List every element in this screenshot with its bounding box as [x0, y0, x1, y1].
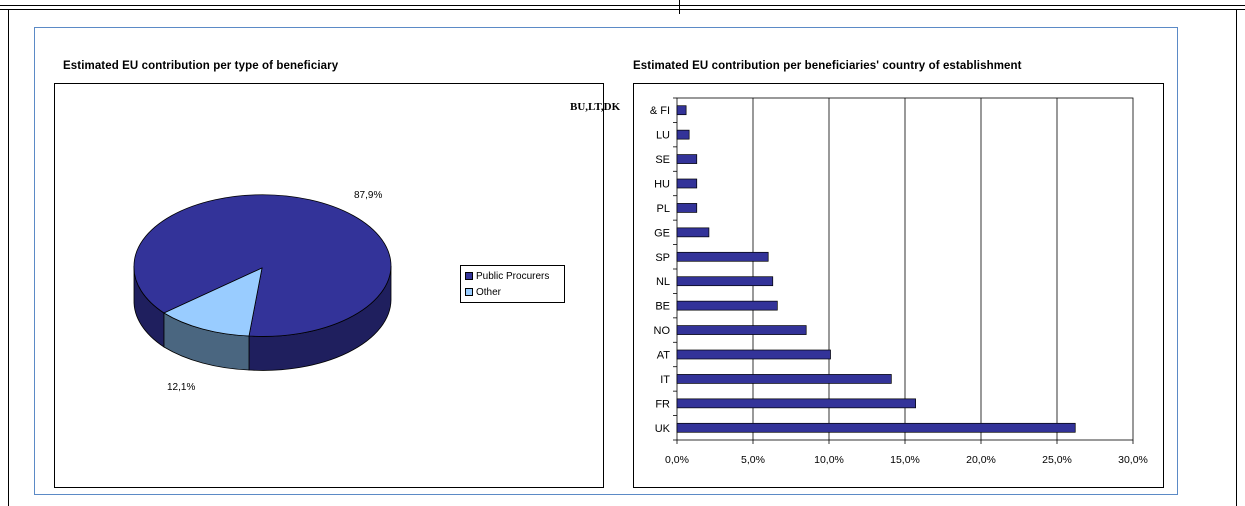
bar-x-tick-label: 30,0%: [1118, 454, 1148, 466]
bar-category-label: BE: [655, 301, 670, 313]
legend-item-public: Public Procurers: [461, 268, 564, 284]
bar-pl: [676, 203, 698, 213]
bar-no: [676, 325, 807, 335]
bar-fr: [676, 398, 916, 409]
bar-be: [676, 300, 778, 311]
pie-label-other: 12,1%: [167, 382, 196, 393]
legend-swatch-public: [465, 272, 473, 280]
bar-fi: [676, 105, 687, 116]
legend-label-public: Public Procurers: [476, 270, 550, 282]
bar-label-overlap: BU,LT,DK: [570, 101, 621, 113]
bar-x-tick-label: 15,0%: [890, 454, 920, 466]
bar-marks: [676, 105, 1076, 433]
pie-legend: Public Procurers Other: [460, 265, 565, 303]
bar-x-tick-label: 20,0%: [966, 454, 996, 466]
bar-category-label: & FI: [650, 105, 670, 117]
bar-chart-title: Estimated EU contribution per beneficiar…: [633, 60, 1022, 72]
bar-grid: [673, 97, 1134, 444]
bar-category-label: UK: [655, 423, 671, 435]
legend-swatch-other: [465, 288, 473, 296]
bar-x-tick-label: 0,0%: [665, 454, 689, 466]
bar-at: [676, 349, 831, 360]
bar-labels: 0,0% 5,0% 10,0% 15,0% 20,0% 25,0% 30,0% & FI LU S…: [650, 105, 1148, 466]
pie-slice-other: [163, 267, 263, 337]
bar-x-tick-label: 25,0%: [1042, 454, 1072, 466]
legend-label-other: Other: [476, 286, 502, 298]
bar-category-label: FR: [655, 398, 670, 410]
bar-se: [676, 154, 698, 164]
bar-category-label: LU: [656, 130, 670, 142]
bar-it: [676, 374, 892, 384]
bar-category-label: AT: [657, 350, 671, 362]
bar-uk: [676, 422, 1076, 433]
bar-category-label: PL: [657, 203, 670, 215]
bar-category-label: NL: [656, 276, 670, 288]
pie-slice-public: [133, 194, 392, 337]
bar-category-label: SE: [655, 154, 670, 166]
bar-lu: [676, 129, 690, 140]
bar-category-label: IT: [660, 374, 670, 386]
bar-category-label: SP: [655, 252, 670, 264]
pie-label-public: 87,9%: [354, 190, 383, 201]
bar-nl: [676, 276, 774, 287]
pie-chart-title: Estimated EU contribution per type of be…: [63, 60, 339, 72]
bar-ge: [676, 227, 710, 238]
bar-category-label: NO: [654, 325, 671, 337]
bar-category-label: GE: [654, 227, 670, 239]
bar-x-tick-label: 5,0%: [741, 454, 765, 466]
bar-x-tick-label: 10,0%: [814, 454, 844, 466]
bar-category-label: HU: [654, 179, 670, 191]
legend-item-other: Other: [461, 284, 564, 300]
bar-sp: [676, 251, 769, 262]
bar-hu: [676, 178, 698, 189]
